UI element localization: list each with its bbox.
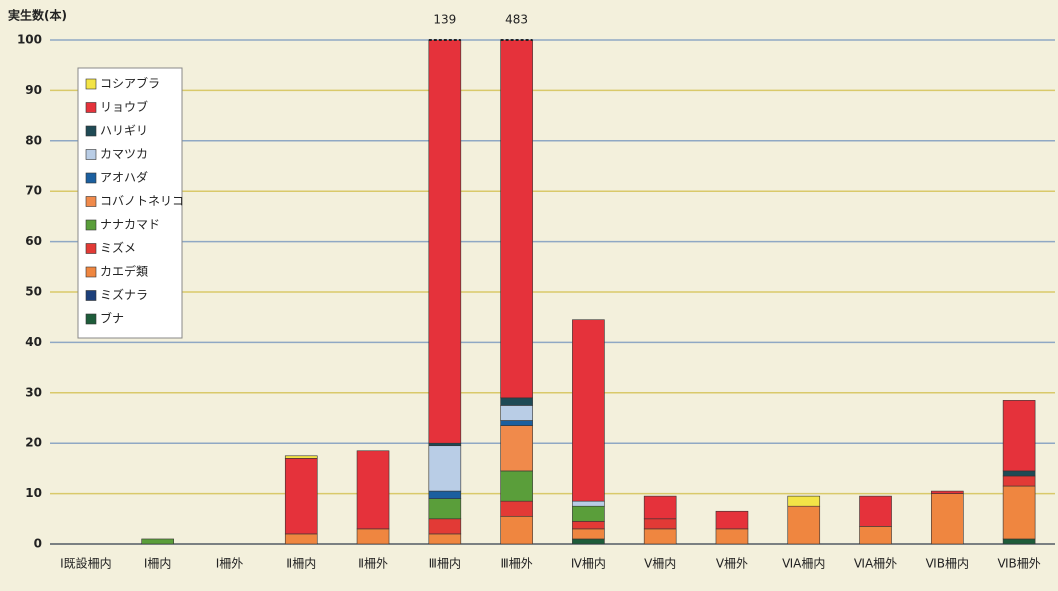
legend-swatch xyxy=(85,125,97,137)
x-tick-label: Ⅱ柵内 xyxy=(286,557,316,571)
legend-label: ハリギリ xyxy=(100,124,148,138)
bar-segment xyxy=(428,445,462,492)
bar-segment xyxy=(428,518,462,535)
x-tick-label: Ⅰ柵外 xyxy=(216,557,244,571)
bar-segment xyxy=(428,442,462,447)
bar-segment xyxy=(859,526,892,545)
bar-segment xyxy=(931,490,964,494)
legend-swatch xyxy=(85,78,97,90)
legend-swatch xyxy=(85,196,97,207)
y-tick-label: 0 xyxy=(34,537,42,551)
legend-label: カエデ類 xyxy=(100,264,148,279)
bar-segment xyxy=(572,521,605,530)
bar-segment xyxy=(1002,475,1036,487)
annotation: 483 xyxy=(505,13,528,27)
legend-label: カマツカ xyxy=(100,147,148,161)
bar-segment xyxy=(500,500,533,517)
x-tick-label: Ⅱ柵外 xyxy=(358,557,388,571)
bar-segment xyxy=(500,405,533,421)
legend-label: ミズメ xyxy=(100,240,136,255)
x-tick-label: Ⅰ既設柵内 xyxy=(60,556,112,571)
legend-swatch xyxy=(85,290,97,301)
bar-segment xyxy=(715,528,749,545)
legend-label: アオハダ xyxy=(100,170,148,185)
bar-segment xyxy=(356,528,390,545)
legend-swatch xyxy=(85,243,97,254)
bar-segment xyxy=(572,319,605,502)
bar-segment xyxy=(500,515,533,545)
bar-segment xyxy=(572,538,605,545)
bar-segment xyxy=(859,495,892,527)
bar-segment xyxy=(428,490,462,499)
legend-label: ナナカマド xyxy=(100,218,160,232)
y-tick-label: 100 xyxy=(17,33,42,47)
x-tick-label: ⅥB柵内 xyxy=(926,557,969,571)
x-tick-label: Ⅴ柵外 xyxy=(716,557,748,571)
x-tick-label: Ⅲ柵内 xyxy=(429,557,461,571)
x-tick-label: ⅥA柵内 xyxy=(782,557,825,571)
annotation: 139 xyxy=(433,13,456,27)
y-tick-label: 60 xyxy=(25,234,42,248)
bar-segment xyxy=(428,533,462,545)
bar-segment xyxy=(572,505,605,522)
y-tick-label: 40 xyxy=(25,335,42,349)
legend-swatch xyxy=(85,172,97,184)
bar-segment xyxy=(787,505,821,545)
bars xyxy=(141,40,1036,545)
bar-segment xyxy=(428,498,462,520)
legend-label: コバノトネリコ xyxy=(100,194,184,208)
legend-label: コシアブラ xyxy=(100,76,160,91)
bar-segment xyxy=(141,538,174,545)
y-tick-label: 30 xyxy=(25,385,42,399)
bar-segment xyxy=(500,470,533,502)
legend-swatch xyxy=(85,313,97,325)
x-tick-label: ⅥB柵外 xyxy=(997,557,1040,571)
y-tick-label: 70 xyxy=(25,184,42,198)
bar-segment xyxy=(500,40,533,399)
bar-segment xyxy=(643,518,677,530)
bar-segment xyxy=(572,528,605,540)
bar-segment xyxy=(284,533,318,545)
legend-label: ブナ xyxy=(100,311,124,326)
bar-segment xyxy=(1002,400,1036,472)
legend-label: ミズナラ xyxy=(100,287,148,302)
bar-segment xyxy=(715,510,749,530)
bar-segment xyxy=(787,495,821,507)
y-tick-label: 50 xyxy=(25,285,42,299)
x-tick-label: Ⅰ柵内 xyxy=(144,557,172,571)
legend-swatch xyxy=(85,219,97,231)
y-tick-label: 90 xyxy=(25,83,42,97)
legend-swatch xyxy=(85,266,97,278)
bar-segment xyxy=(1002,485,1036,540)
legend-swatch xyxy=(85,102,97,113)
bar-segment xyxy=(284,458,318,535)
bar-segment xyxy=(931,493,964,545)
x-tick-label: Ⅲ柵外 xyxy=(500,557,532,571)
bar-segment xyxy=(1002,538,1036,545)
y-tick-label: 10 xyxy=(25,486,42,500)
x-tick-label: ⅥA柵外 xyxy=(854,557,897,571)
bar-segment xyxy=(500,420,533,426)
x-tick-label: Ⅳ柵内 xyxy=(571,557,606,571)
bar-segment xyxy=(1002,470,1036,477)
bar-segment xyxy=(428,40,462,444)
bar-segment xyxy=(500,425,533,472)
x-tick-label: Ⅴ柵内 xyxy=(644,557,676,571)
legend-swatch xyxy=(85,149,97,160)
bar-segment xyxy=(284,455,318,459)
legend-label: リョウブ xyxy=(100,99,148,114)
y-tick-label: 80 xyxy=(25,133,42,147)
bar-segment xyxy=(356,450,390,530)
bar-segment xyxy=(500,397,533,406)
bar-segment xyxy=(643,528,677,545)
y-tick-label: 20 xyxy=(25,436,42,450)
bar-segment xyxy=(572,500,605,507)
bar-segment xyxy=(643,495,677,520)
y-axis-label: 実生数(本) xyxy=(8,8,67,23)
